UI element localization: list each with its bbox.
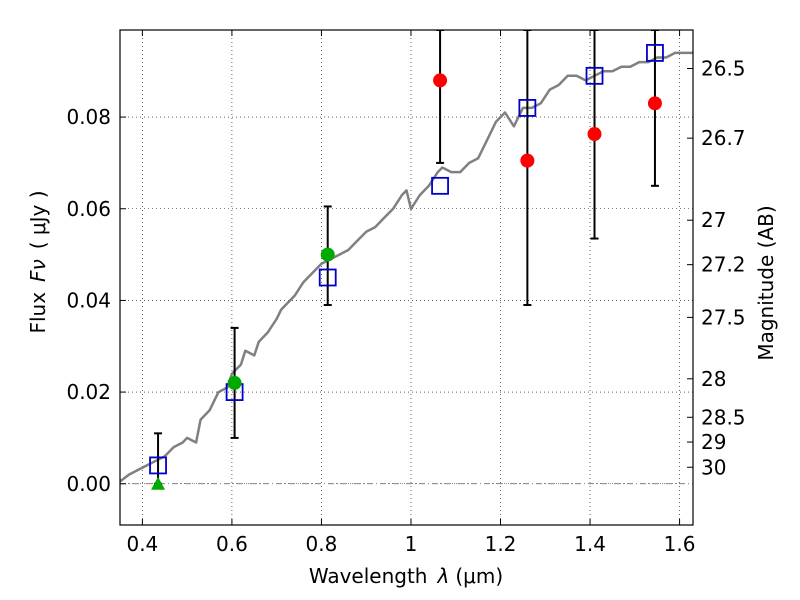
x-tick-label: 0.4: [126, 532, 158, 556]
y2-tick-label: 26.5: [701, 57, 746, 81]
red-data-point: [587, 127, 602, 142]
model-photometry-square: [318, 268, 337, 287]
red-data-point: [647, 96, 662, 111]
y2-tick-label: 27: [701, 208, 726, 232]
plot-frame: [119, 29, 694, 526]
y2-tick-label: 27.2: [701, 253, 746, 277]
red-data-point: [433, 73, 448, 88]
model-sed-line: [120, 51, 693, 483]
plot-area: [120, 30, 693, 490]
green-data-point: [320, 247, 335, 262]
y-axis-label: FluxFν( μJy ): [26, 190, 50, 333]
x-tick-label: 0.6: [216, 532, 248, 556]
axis-ticks: 0.4 0.6 0.8 1 1.2 1.4 1.6 0.00 0.02 0.04 0.06 0.08 2…: [66, 30, 746, 556]
y-tick-label: 0.08: [66, 105, 111, 129]
x-tick-label: 1.6: [664, 532, 696, 556]
x-axis-label: Wavelength λ (μm): [309, 564, 503, 588]
model-photometry-square: [518, 99, 537, 117]
y2-tick-label: 28.5: [701, 405, 746, 429]
y2-tick-label: 26.7: [701, 126, 746, 150]
model-photometry-square: [149, 456, 167, 475]
y2-tick-label: 29: [701, 430, 726, 454]
x-tick-label: 1.2: [485, 532, 517, 556]
y-tick-label: 0.04: [66, 288, 111, 312]
x-tick-label: 0.8: [306, 532, 338, 556]
y2-tick-label: 28: [701, 367, 726, 391]
y-tick-label: 0.00: [66, 472, 111, 496]
green-data-point: [227, 375, 242, 390]
y2-tick-label: 30: [701, 455, 726, 479]
y-tick-label: 0.06: [66, 197, 111, 221]
model-photometry-square: [646, 44, 664, 62]
x-tick-label: 1.4: [574, 532, 606, 556]
y-tick-label: 0.02: [66, 380, 111, 404]
x-tick-label: 1: [405, 532, 418, 556]
y2-tick-label: 27.5: [701, 305, 746, 329]
grid: [120, 30, 693, 525]
model-photometry-square: [431, 176, 449, 195]
model-photometry-square: [585, 66, 604, 85]
green-upper-limit-triangle: [151, 476, 166, 490]
red-data-point: [520, 153, 535, 168]
y2-axis-label: Magnitude (AB): [754, 205, 778, 360]
